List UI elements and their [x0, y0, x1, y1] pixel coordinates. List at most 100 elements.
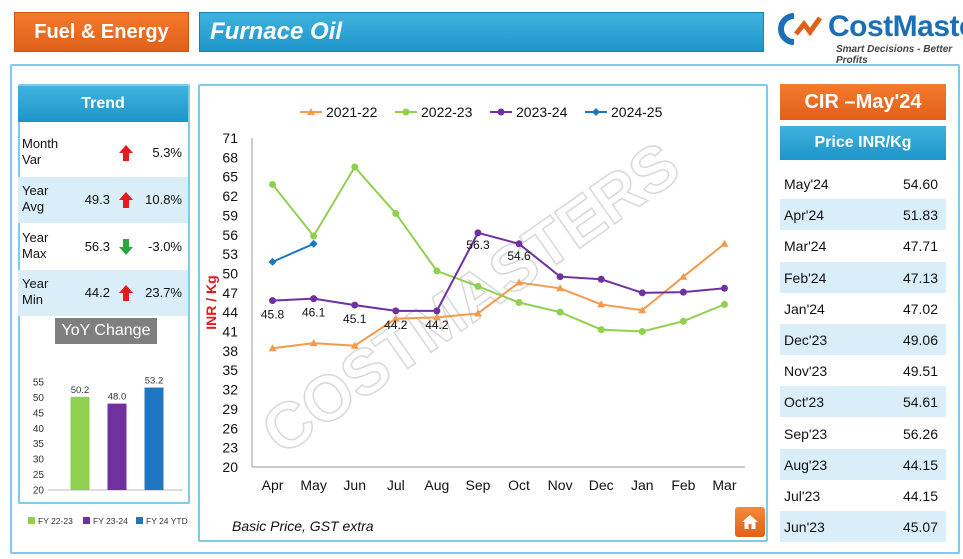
data-point: [720, 284, 728, 292]
price-month: Nov'23: [784, 363, 828, 380]
main-chart-panel: [198, 84, 768, 542]
arrow-up-icon: [119, 192, 133, 208]
data-point: [351, 301, 359, 309]
yoy-y-tick: 45: [33, 408, 45, 419]
y-tick-label: 68: [222, 149, 238, 165]
legend-label: 2021-22: [326, 104, 378, 120]
price-row: Apr'24 51.83: [780, 199, 946, 231]
page-title: Furnace Oil: [199, 12, 764, 52]
data-point: [473, 309, 482, 317]
x-tick-label: Apr: [262, 477, 284, 493]
y-tick-label: 44: [222, 304, 238, 320]
price-month: Mar'24: [784, 238, 827, 255]
price-row: Dec'23 49.06: [780, 324, 946, 355]
price-value: 51.83: [902, 207, 938, 224]
x-tick-label: Oct: [508, 477, 530, 493]
y-tick-label: 41: [222, 324, 238, 340]
price-row: Aug'23 44.15: [780, 448, 946, 480]
series-line: [271, 165, 725, 333]
data-point: [310, 232, 318, 240]
yoy-y-tick: 20: [33, 486, 45, 497]
price-row: Sep'23 56.26: [780, 418, 946, 449]
data-point: [350, 341, 359, 349]
x-tick-label: Aug: [424, 477, 449, 493]
arrow-down-icon: [119, 239, 133, 255]
data-point: [556, 308, 564, 316]
price-header-text: Price INR/Kg: [814, 134, 912, 151]
data-point: [351, 163, 359, 171]
footnote: Basic Price, GST extra: [232, 518, 374, 534]
trend-row-year-avg: Year Avg 49.3 10.8%: [18, 177, 188, 223]
x-tick-label: May: [300, 477, 326, 493]
home-icon: [742, 515, 758, 529]
yoy-title: YoY Change: [61, 322, 151, 339]
data-point: [310, 295, 318, 303]
yoy-header: YoY Change: [55, 318, 157, 344]
legend-marker: [402, 108, 410, 116]
y-tick-label: 20: [222, 459, 238, 475]
data-point: [679, 288, 687, 296]
data-point: [556, 284, 565, 292]
price-value: 54.61: [902, 394, 938, 411]
data-point: [269, 180, 277, 188]
trend-pct: 10.8%: [145, 192, 182, 207]
legend-marker: [592, 108, 600, 116]
yoy-legend-label: FY 23-24: [93, 516, 128, 526]
trend-label: Year Max: [22, 230, 49, 261]
trend-value: 44.2: [84, 285, 110, 300]
yoy-legend-swatch: [83, 517, 90, 524]
data-point: [515, 240, 523, 248]
data-point: [515, 278, 524, 286]
price-value: 49.51: [902, 363, 938, 380]
price-row: Jan'24 47.02: [780, 293, 946, 324]
trend-pct: 5.3%: [152, 145, 182, 160]
yoy-y-tick: 50: [33, 393, 45, 404]
yoy-bar: [144, 387, 164, 490]
trend-label: Year Min: [22, 276, 49, 307]
yoy-bar: [70, 396, 90, 490]
legend-marker: [307, 108, 315, 115]
yoy-legend-swatch: [28, 517, 35, 524]
data-point: [309, 239, 318, 248]
data-point: [638, 306, 647, 314]
yoy-bar-label: 50.2: [71, 385, 90, 396]
series-line: [272, 242, 315, 263]
trend-pct: -3.0%: [148, 239, 182, 254]
price-value: 44.15: [902, 456, 938, 473]
data-point: [638, 328, 646, 336]
price-month: Dec'23: [784, 332, 828, 348]
y-tick-label: 53: [222, 246, 238, 262]
data-point: [392, 209, 400, 217]
category-tag: Fuel & Energy: [14, 12, 189, 52]
arrow-up-icon: [119, 285, 133, 301]
price-value: 49.06: [902, 332, 938, 348]
price-row: Jul'23 44.15: [780, 480, 946, 511]
y-tick-label: 38: [222, 343, 238, 359]
price-row: May'24 54.60: [780, 168, 946, 199]
yoy-legend-swatch: [136, 517, 143, 524]
data-label: 44.2: [384, 318, 408, 332]
price-value: 45.07: [902, 519, 938, 536]
y-tick-label: 62: [222, 188, 238, 204]
data-point: [268, 257, 277, 266]
yoy-y-tick: 40: [33, 424, 45, 435]
data-point: [432, 313, 441, 321]
data-point: [269, 297, 277, 305]
y-tick-label: 59: [222, 207, 238, 223]
y-tick-label: 47: [222, 285, 238, 301]
price-month: Apr'24: [784, 207, 825, 224]
data-label: 45.8: [261, 308, 285, 322]
trend-value: 49.3: [84, 192, 110, 207]
data-point: [268, 344, 277, 352]
series-line: [272, 231, 725, 312]
x-tick-label: Jan: [631, 477, 654, 493]
home-button[interactable]: [735, 507, 765, 537]
price-value: 44.15: [902, 488, 938, 504]
page-title-text: Furnace Oil: [210, 18, 343, 45]
price-month: Sep'23: [784, 425, 828, 442]
y-tick-label: 56: [222, 227, 238, 243]
data-label: 56.3: [466, 238, 490, 252]
data-point: [474, 282, 482, 290]
x-tick-label: Sep: [465, 477, 490, 493]
yoy-y-tick: 55: [33, 378, 45, 389]
